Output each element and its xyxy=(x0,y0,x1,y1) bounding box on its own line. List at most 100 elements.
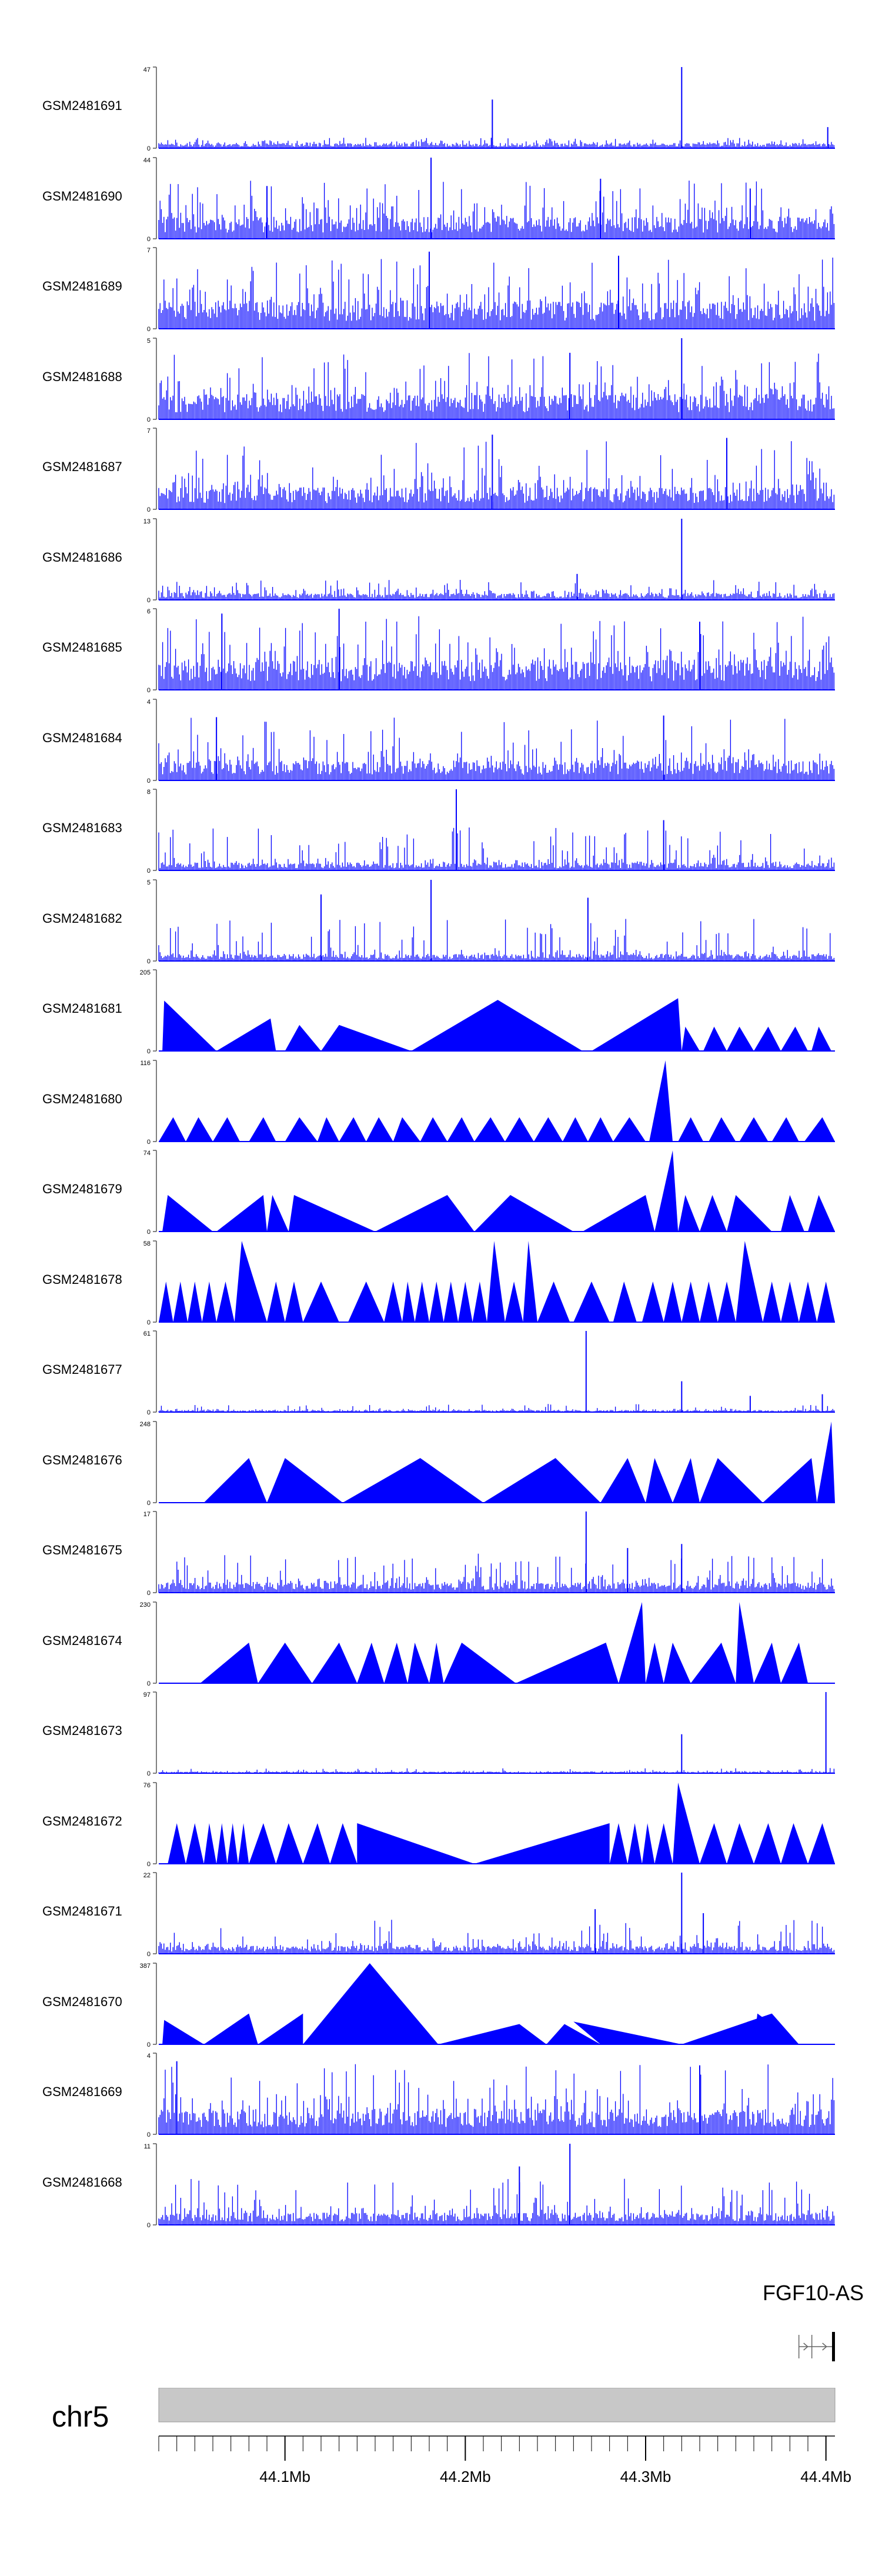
strand-arrow xyxy=(803,2343,808,2351)
signal-noise xyxy=(158,441,835,509)
y-max-label: 6 xyxy=(147,608,151,615)
track-label: GSM2481691 xyxy=(42,98,122,113)
signal-block xyxy=(808,1823,835,1864)
track-label: GSM2481683 xyxy=(42,820,122,835)
gene-label: FGF10-AS xyxy=(763,2281,864,2305)
signal-block xyxy=(276,1823,303,1864)
signal-block xyxy=(285,1281,303,1322)
signal-block xyxy=(627,1823,642,1864)
signal-block xyxy=(646,1457,673,1503)
signal-block xyxy=(717,1281,736,1322)
track-plot: 13 0 xyxy=(143,518,835,604)
signal-block xyxy=(407,1642,429,1683)
signal-block xyxy=(700,1281,718,1322)
signal-block xyxy=(267,1194,289,1232)
signal-block xyxy=(375,1194,475,1232)
signal-block xyxy=(763,1457,817,1503)
y-min-label: 0 xyxy=(147,1861,151,1868)
signal-block xyxy=(646,1642,664,1683)
track-label: GSM2481675 xyxy=(42,1543,122,1557)
signal-block xyxy=(258,1642,312,1683)
signal-block xyxy=(781,1194,804,1232)
signal-block xyxy=(727,1194,772,1232)
signal-block xyxy=(736,1240,763,1322)
signal-block xyxy=(709,1117,736,1142)
signal-block xyxy=(546,2024,601,2044)
signal-block xyxy=(736,1601,754,1683)
signal-block xyxy=(700,1823,727,1864)
track-label: GSM2481679 xyxy=(42,1182,122,1196)
track-label: GSM2481670 xyxy=(42,1994,122,2009)
signal-block xyxy=(678,1194,700,1232)
y-min-label: 0 xyxy=(147,2222,151,2229)
signal-block xyxy=(673,1782,700,1864)
track-label: GSM2481680 xyxy=(42,1091,122,1106)
signal-block xyxy=(186,1823,204,1864)
signal-noise xyxy=(158,2178,835,2225)
signal-block xyxy=(592,998,682,1051)
signal-block xyxy=(330,1823,358,1864)
signal-block xyxy=(700,1457,763,1503)
signal-block xyxy=(483,1457,601,1503)
track-plot: 76 0 xyxy=(143,1782,835,1868)
track-GSM2481683: GSM2481683 8 0 xyxy=(0,787,882,878)
signal-noise xyxy=(158,919,835,961)
track-GSM2481688: GSM2481688 5 0 xyxy=(0,336,882,427)
signal-block xyxy=(438,2024,547,2044)
signal-block xyxy=(162,2020,204,2044)
y-max-label: 44 xyxy=(143,157,151,164)
signal-noise xyxy=(158,258,835,329)
signal-block xyxy=(342,1457,483,1503)
track-GSM2481690: GSM2481690 44 0 xyxy=(0,155,882,246)
y-min-label: 0 xyxy=(147,1500,151,1507)
signal-block xyxy=(285,1025,321,1051)
signal-block xyxy=(562,1117,588,1142)
signal-block xyxy=(267,1457,343,1503)
signal-block xyxy=(609,1823,628,1864)
signal-block xyxy=(474,1117,505,1142)
gene-model xyxy=(798,2332,835,2361)
y-max-label: 205 xyxy=(140,969,151,976)
signal-block xyxy=(384,1281,402,1322)
track-label: GSM2481671 xyxy=(42,1904,122,1918)
signal-block xyxy=(443,1281,459,1322)
track-plot: 40 xyxy=(147,2053,835,2138)
track-label: GSM2481672 xyxy=(42,1813,122,1828)
track-label: GSM2481676 xyxy=(42,1452,122,1467)
tick-label: 44.4Mb xyxy=(800,2468,851,2485)
y-max-label: 47 xyxy=(143,66,151,74)
signal-block xyxy=(613,1281,637,1322)
signal-block xyxy=(429,1281,444,1322)
signal-block xyxy=(582,1194,655,1232)
track-plot: 70 xyxy=(147,247,835,333)
track-plot: 230 0 xyxy=(140,1601,835,1687)
signal-block xyxy=(339,1117,366,1142)
signal-noise xyxy=(158,138,835,148)
signal-block xyxy=(474,1194,574,1232)
signal-block xyxy=(203,1823,217,1864)
y-min-label: 0 xyxy=(147,506,151,513)
track-GSM2481680: GSM2481680 116 0 xyxy=(0,1058,882,1149)
y-min-label: 0 xyxy=(147,1951,151,1958)
signal-block xyxy=(487,1240,505,1322)
y-min-label: 0 xyxy=(147,1139,151,1146)
signal-block xyxy=(573,1281,610,1322)
track-GSM2481674: GSM2481674 230 0 xyxy=(0,1600,882,1691)
track-GSM2481669: GSM2481669 4 0 xyxy=(0,2051,882,2142)
signal-noise xyxy=(158,827,835,870)
y-max-label: 97 xyxy=(143,1691,151,1699)
signal-block xyxy=(384,1642,408,1683)
track-GSM2481668: GSM2481668 11 0 xyxy=(0,2141,882,2233)
y-max-label: 5 xyxy=(147,879,151,886)
chromosome-ideogram xyxy=(158,2388,836,2422)
signal-block xyxy=(649,1060,673,1142)
signal-block xyxy=(159,1281,173,1322)
track-GSM2481687: GSM2481687 7 0 xyxy=(0,426,882,517)
signal-noise xyxy=(158,352,835,419)
track-GSM2481685: GSM2481685 6 0 xyxy=(0,606,882,698)
track-label: GSM2481674 xyxy=(42,1633,122,1648)
signal-block xyxy=(357,1642,385,1683)
y-max-label: 387 xyxy=(140,1963,151,1970)
signal-block xyxy=(303,1281,339,1322)
